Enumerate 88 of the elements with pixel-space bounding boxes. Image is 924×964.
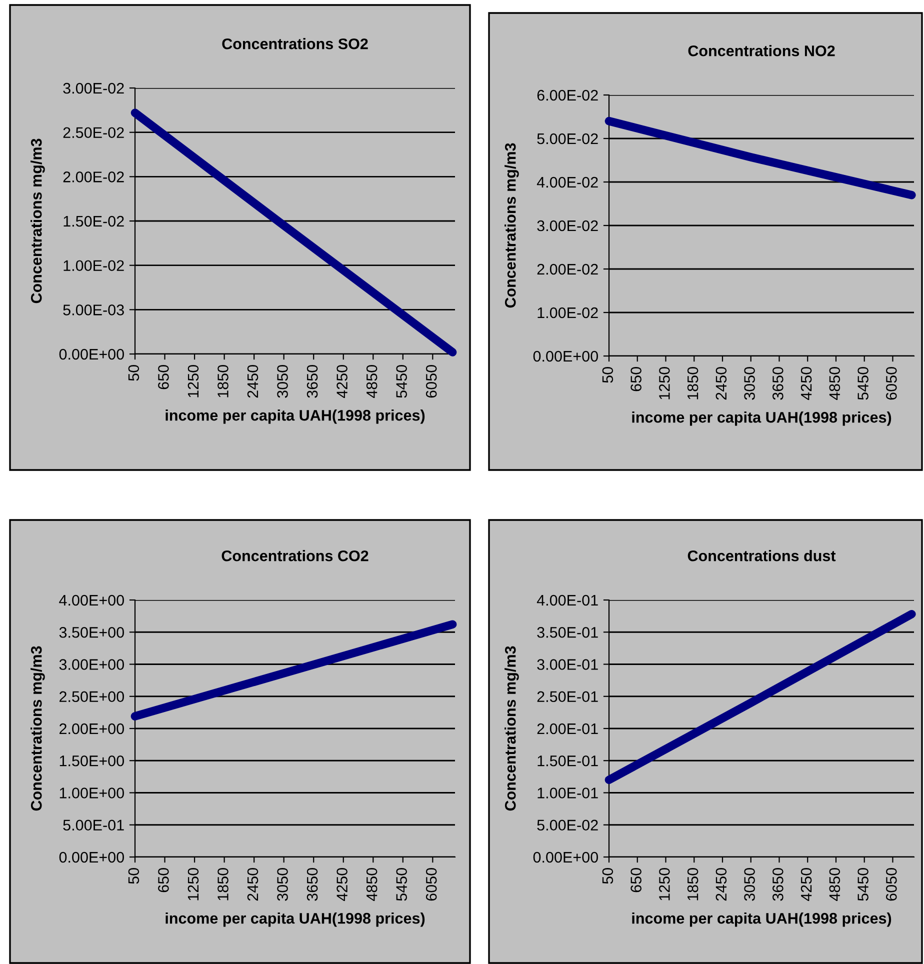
- y-tick-label: 5.00E-03: [63, 304, 124, 316]
- x-tick-label: 6050: [426, 868, 437, 901]
- x-tick-label: 3650: [772, 367, 784, 400]
- x-tick-label: 50: [128, 365, 140, 381]
- x-tick-label: 5450: [858, 868, 868, 901]
- y-tick-label: 6.00E-02: [537, 90, 598, 101]
- y-tick-label: 3.50E-01: [537, 626, 598, 638]
- y-tick-label: 0.00E+00: [59, 852, 124, 863]
- y-tick-label: 1.00E-01: [538, 788, 598, 798]
- chart-title: Concentrations dust: [688, 550, 836, 562]
- x-tick-label: 3050: [277, 365, 288, 398]
- x-axis-title: income per capita UAH(1998 prices): [632, 412, 892, 426]
- x-tick-label: 650: [630, 868, 642, 892]
- x-tick-label: 4850: [366, 868, 378, 902]
- x-tick-label: 50: [602, 868, 614, 884]
- x-axis-title: income per capita UAH(1998 prices): [166, 410, 425, 424]
- chart-title: Concentrations SO2: [222, 38, 368, 50]
- y-axis-title: Concentrations mg/m3: [504, 646, 519, 811]
- x-tick-label: 650: [158, 365, 169, 390]
- x-tick-label: 4250: [800, 868, 812, 902]
- y-tick-label: 1.50E-02: [64, 216, 124, 227]
- y-tick-label: 0.00E+00: [533, 350, 598, 362]
- y-tick-label: 4.00E+00: [59, 594, 124, 606]
- x-tick-label: 50: [602, 367, 614, 383]
- x-tick-label: 5450: [858, 367, 868, 400]
- y-tick-label: 2.50E-01: [537, 691, 598, 702]
- x-tick-label: 3650: [772, 868, 784, 901]
- x-tick-label: 4850: [366, 365, 378, 398]
- y-tick-label: 5.00E-02: [537, 133, 598, 144]
- x-tick-label: 1250: [659, 868, 670, 900]
- x-axis-title: income per capita UAH(1998 prices): [632, 912, 892, 927]
- y-tick-label: 3.00E-01: [537, 659, 598, 670]
- x-tick-label: 2450: [716, 868, 727, 901]
- y-tick-label: 2.00E-01: [537, 723, 598, 734]
- x-tick-label: 4250: [336, 365, 348, 398]
- x-tick-label: 1850: [687, 868, 698, 900]
- x-tick-label: 6050: [426, 365, 437, 398]
- y-tick-label: 5.00E-01: [63, 820, 124, 831]
- x-tick-label: 650: [158, 868, 169, 892]
- x-tick-label: 650: [630, 367, 642, 392]
- x-tick-label: 3050: [277, 868, 288, 901]
- y-axis-title: Concentrations mg/m3: [504, 143, 519, 308]
- x-tick-label: 50: [128, 868, 140, 884]
- x-tick-label: 3650: [306, 365, 318, 398]
- x-tick-label: 1850: [218, 868, 228, 900]
- x-tick-label: 6050: [886, 868, 897, 901]
- y-axis-title: Concentrations mg/m3: [30, 646, 45, 811]
- y-tick-label: 4.00E-01: [536, 594, 598, 606]
- x-tick-label: 1250: [188, 868, 199, 900]
- x-tick-label: 5450: [396, 868, 408, 901]
- y-tick-label: 1.00E-02: [538, 307, 598, 318]
- y-axis-title: Concentrations mg/m3: [30, 138, 45, 304]
- y-tick-label: 0.00E+00: [59, 348, 124, 360]
- y-tick-label: 3.00E+00: [59, 659, 124, 670]
- x-tick-label: 1250: [188, 365, 199, 398]
- chart-title: Concentrations CO2: [222, 550, 368, 562]
- y-tick-label: 3.50E+00: [59, 626, 124, 638]
- y-tick-label: 2.50E-02: [63, 127, 124, 138]
- x-tick-label: 4850: [829, 868, 840, 902]
- x-tick-label: 1250: [659, 367, 670, 400]
- x-tick-label: 5450: [396, 365, 408, 398]
- y-tick-label: 2.00E-02: [63, 172, 124, 182]
- y-tick-label: 2.00E-02: [537, 264, 598, 275]
- x-tick-label: 3050: [744, 367, 755, 400]
- y-tick-label: 2.00E+00: [60, 723, 124, 734]
- x-tick-label: 3050: [744, 868, 755, 901]
- x-tick-label: 1850: [218, 365, 228, 398]
- x-tick-label: 4850: [829, 367, 840, 400]
- x-tick-label: 6050: [886, 367, 897, 400]
- x-tick-label: 3650: [306, 868, 318, 901]
- x-tick-label: 2450: [247, 365, 258, 398]
- y-tick-label: 1.00E+00: [60, 788, 124, 798]
- y-tick-label: 4.00E-02: [536, 176, 598, 188]
- y-tick-label: 0.00E+00: [533, 852, 598, 863]
- x-axis-title: income per capita UAH(1998 prices): [166, 912, 425, 927]
- chart-title: Concentrations NO2: [688, 45, 835, 56]
- y-tick-label: 3.00E-02: [537, 220, 598, 232]
- x-tick-label: 1850: [687, 367, 698, 400]
- y-tick-label: 1.00E-02: [64, 260, 124, 272]
- y-tick-label: 1.50E-01: [538, 755, 598, 766]
- y-tick-label: 1.50E+00: [60, 755, 124, 766]
- y-tick-label: 5.00E-02: [537, 820, 598, 831]
- y-tick-label: 2.50E+00: [60, 691, 124, 702]
- x-tick-label: 4250: [800, 367, 812, 400]
- x-tick-label: 2450: [716, 367, 727, 400]
- x-tick-label: 4250: [336, 868, 348, 902]
- x-tick-label: 2450: [247, 868, 258, 901]
- y-tick-label: 3.00E-02: [63, 82, 124, 94]
